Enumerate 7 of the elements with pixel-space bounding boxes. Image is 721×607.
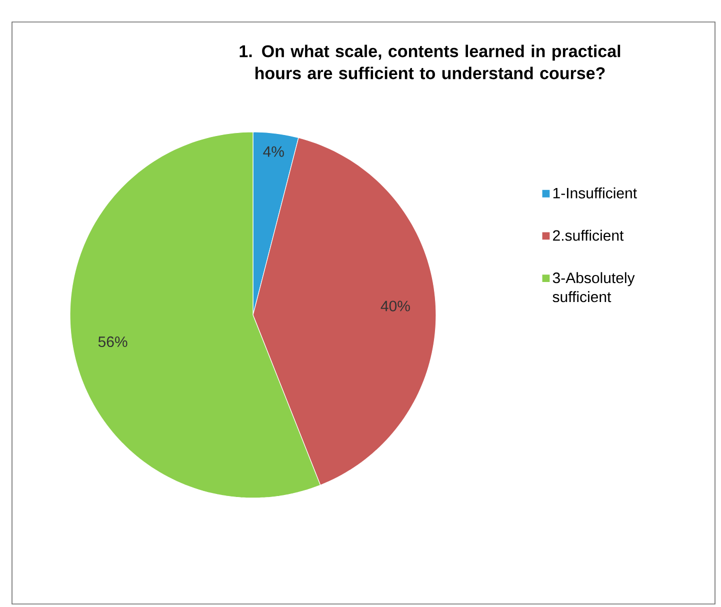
data-label: 4% bbox=[263, 146, 284, 157]
data-label: 40% bbox=[380, 300, 410, 312]
legend-label: 3-Absolutely sufficient bbox=[552, 272, 635, 302]
chart-title: 1. On what scale, contents learned in practical hours are sufficient to understand course? bbox=[240, 44, 620, 80]
data-label: 56% bbox=[98, 336, 128, 348]
legend-label: 2.sufficient bbox=[553, 230, 624, 241]
legend-label: 1-Insufficient bbox=[553, 187, 637, 198]
